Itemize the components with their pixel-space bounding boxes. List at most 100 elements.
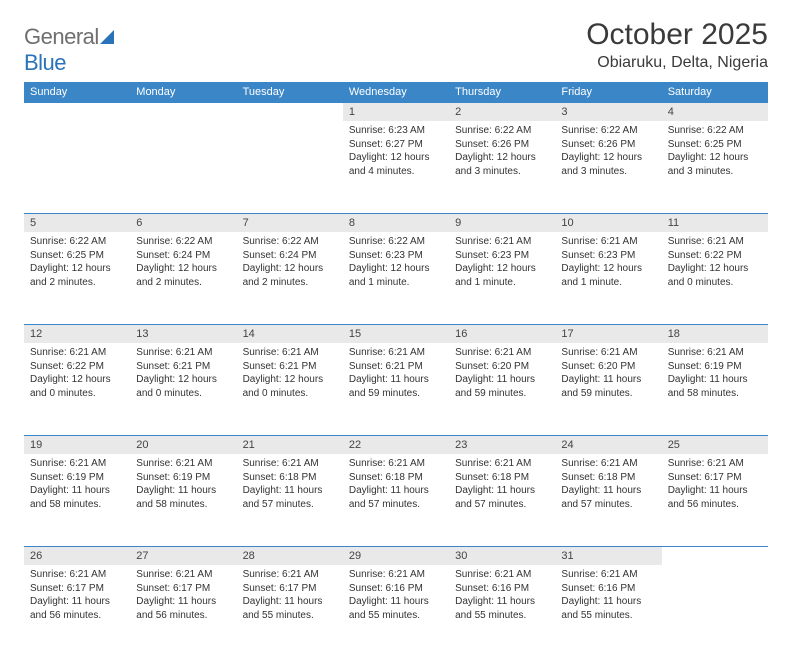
day-details: Sunrise: 6:21 AMSunset: 6:23 PMDaylight:… — [555, 232, 661, 295]
calendar-cell: Sunrise: 6:21 AMSunset: 6:17 PMDaylight:… — [24, 565, 130, 657]
calendar-cell: Sunrise: 6:21 AMSunset: 6:18 PMDaylight:… — [237, 454, 343, 546]
day-details: Sunrise: 6:22 AMSunset: 6:23 PMDaylight:… — [343, 232, 449, 295]
day-number: 23 — [449, 435, 555, 454]
calendar-cell: Sunrise: 6:21 AMSunset: 6:20 PMDaylight:… — [449, 343, 555, 435]
weekday-header: Thursday — [449, 82, 555, 102]
day-number: 20 — [130, 435, 236, 454]
brand-logo: General Blue — [24, 18, 114, 76]
calendar-cell: Sunrise: 6:21 AMSunset: 6:23 PMDaylight:… — [555, 232, 661, 324]
calendar-cell: Sunrise: 6:22 AMSunset: 6:23 PMDaylight:… — [343, 232, 449, 324]
day-number: 19 — [24, 435, 130, 454]
day-number: 15 — [343, 324, 449, 343]
calendar-cell: Sunrise: 6:21 AMSunset: 6:17 PMDaylight:… — [662, 454, 768, 546]
calendar-cell: Sunrise: 6:21 AMSunset: 6:18 PMDaylight:… — [555, 454, 661, 546]
calendar-cell: Sunrise: 6:21 AMSunset: 6:22 PMDaylight:… — [662, 232, 768, 324]
day-details: Sunrise: 6:22 AMSunset: 6:26 PMDaylight:… — [449, 121, 555, 184]
day-number: 8 — [343, 213, 449, 232]
calendar-cell: Sunrise: 6:22 AMSunset: 6:25 PMDaylight:… — [24, 232, 130, 324]
calendar-page: General Blue October 2025 Obiaruku, Delt… — [0, 0, 792, 667]
day-details: Sunrise: 6:22 AMSunset: 6:24 PMDaylight:… — [237, 232, 343, 295]
calendar-cell: Sunrise: 6:21 AMSunset: 6:23 PMDaylight:… — [449, 232, 555, 324]
day-details: Sunrise: 6:21 AMSunset: 6:16 PMDaylight:… — [343, 565, 449, 628]
calendar-cell: Sunrise: 6:22 AMSunset: 6:24 PMDaylight:… — [130, 232, 236, 324]
day-details: Sunrise: 6:21 AMSunset: 6:16 PMDaylight:… — [555, 565, 661, 628]
day-details: Sunrise: 6:21 AMSunset: 6:21 PMDaylight:… — [237, 343, 343, 406]
day-number: 13 — [130, 324, 236, 343]
day-number: 27 — [130, 546, 236, 565]
calendar-cell: Sunrise: 6:21 AMSunset: 6:16 PMDaylight:… — [343, 565, 449, 657]
day-details: Sunrise: 6:21 AMSunset: 6:17 PMDaylight:… — [130, 565, 236, 628]
month-title: October 2025 — [586, 18, 768, 52]
brand-triangle-icon — [100, 30, 114, 44]
day-details: Sunrise: 6:21 AMSunset: 6:22 PMDaylight:… — [24, 343, 130, 406]
calendar-cell: Sunrise: 6:21 AMSunset: 6:17 PMDaylight:… — [130, 565, 236, 657]
day-details: Sunrise: 6:21 AMSunset: 6:20 PMDaylight:… — [555, 343, 661, 406]
calendar-cell: Sunrise: 6:21 AMSunset: 6:19 PMDaylight:… — [130, 454, 236, 546]
calendar-cell: Sunrise: 6:21 AMSunset: 6:19 PMDaylight:… — [24, 454, 130, 546]
day-details: Sunrise: 6:21 AMSunset: 6:16 PMDaylight:… — [449, 565, 555, 628]
calendar-cell: Sunrise: 6:21 AMSunset: 6:17 PMDaylight:… — [237, 565, 343, 657]
day-number: 2 — [449, 102, 555, 121]
day-details: Sunrise: 6:21 AMSunset: 6:19 PMDaylight:… — [130, 454, 236, 517]
empty-day — [24, 102, 130, 109]
empty-day — [662, 546, 768, 553]
day-details: Sunrise: 6:22 AMSunset: 6:25 PMDaylight:… — [662, 121, 768, 184]
weekday-header: Wednesday — [343, 82, 449, 102]
calendar-table: SundayMondayTuesdayWednesdayThursdayFrid… — [24, 82, 768, 657]
calendar-cell: Sunrise: 6:22 AMSunset: 6:24 PMDaylight:… — [237, 232, 343, 324]
calendar-cell: Sunrise: 6:21 AMSunset: 6:18 PMDaylight:… — [449, 454, 555, 546]
calendar-cell: Sunrise: 6:22 AMSunset: 6:26 PMDaylight:… — [555, 121, 661, 213]
day-details: Sunrise: 6:21 AMSunset: 6:17 PMDaylight:… — [237, 565, 343, 628]
calendar-cell: Sunrise: 6:21 AMSunset: 6:20 PMDaylight:… — [555, 343, 661, 435]
calendar-cell: Sunrise: 6:22 AMSunset: 6:26 PMDaylight:… — [449, 121, 555, 213]
calendar-cell: Sunrise: 6:21 AMSunset: 6:21 PMDaylight:… — [343, 343, 449, 435]
calendar-cell: Sunrise: 6:22 AMSunset: 6:25 PMDaylight:… — [662, 121, 768, 213]
day-number: 9 — [449, 213, 555, 232]
day-number: 21 — [237, 435, 343, 454]
day-number: 29 — [343, 546, 449, 565]
calendar-cell: Sunrise: 6:23 AMSunset: 6:27 PMDaylight:… — [343, 121, 449, 213]
day-number: 11 — [662, 213, 768, 232]
day-number: 22 — [343, 435, 449, 454]
calendar-cell: Sunrise: 6:21 AMSunset: 6:21 PMDaylight:… — [237, 343, 343, 435]
day-details: Sunrise: 6:21 AMSunset: 6:19 PMDaylight:… — [662, 343, 768, 406]
weekday-header: Friday — [555, 82, 661, 102]
day-details: Sunrise: 6:21 AMSunset: 6:17 PMDaylight:… — [24, 565, 130, 628]
day-details: Sunrise: 6:21 AMSunset: 6:18 PMDaylight:… — [555, 454, 661, 517]
day-details: Sunrise: 6:21 AMSunset: 6:22 PMDaylight:… — [662, 232, 768, 295]
day-number: 16 — [449, 324, 555, 343]
title-block: October 2025 Obiaruku, Delta, Nigeria — [586, 18, 768, 72]
calendar-cell: Sunrise: 6:21 AMSunset: 6:19 PMDaylight:… — [662, 343, 768, 435]
day-details: Sunrise: 6:21 AMSunset: 6:21 PMDaylight:… — [343, 343, 449, 406]
weekday-header: Sunday — [24, 82, 130, 102]
day-details: Sunrise: 6:22 AMSunset: 6:25 PMDaylight:… — [24, 232, 130, 295]
calendar-cell: Sunrise: 6:21 AMSunset: 6:22 PMDaylight:… — [24, 343, 130, 435]
day-number: 24 — [555, 435, 661, 454]
empty-day — [237, 102, 343, 109]
calendar-cell — [130, 121, 236, 213]
calendar-cell — [24, 121, 130, 213]
day-details: Sunrise: 6:21 AMSunset: 6:17 PMDaylight:… — [662, 454, 768, 517]
day-details: Sunrise: 6:21 AMSunset: 6:20 PMDaylight:… — [449, 343, 555, 406]
calendar-cell: Sunrise: 6:21 AMSunset: 6:16 PMDaylight:… — [555, 565, 661, 657]
day-number: 28 — [237, 546, 343, 565]
day-number: 6 — [130, 213, 236, 232]
calendar-cell — [237, 121, 343, 213]
calendar-cell: Sunrise: 6:21 AMSunset: 6:16 PMDaylight:… — [449, 565, 555, 657]
day-details: Sunrise: 6:23 AMSunset: 6:27 PMDaylight:… — [343, 121, 449, 184]
day-number: 30 — [449, 546, 555, 565]
calendar-header-row: SundayMondayTuesdayWednesdayThursdayFrid… — [24, 82, 768, 102]
day-number: 3 — [555, 102, 661, 121]
day-details: Sunrise: 6:22 AMSunset: 6:24 PMDaylight:… — [130, 232, 236, 295]
empty-day — [130, 102, 236, 109]
weekday-header: Tuesday — [237, 82, 343, 102]
page-header: General Blue October 2025 Obiaruku, Delt… — [24, 18, 768, 76]
brand-part1: General — [24, 24, 99, 49]
day-number: 12 — [24, 324, 130, 343]
day-details: Sunrise: 6:21 AMSunset: 6:23 PMDaylight:… — [449, 232, 555, 295]
calendar-cell: Sunrise: 6:21 AMSunset: 6:21 PMDaylight:… — [130, 343, 236, 435]
day-details: Sunrise: 6:21 AMSunset: 6:18 PMDaylight:… — [449, 454, 555, 517]
day-details: Sunrise: 6:21 AMSunset: 6:19 PMDaylight:… — [24, 454, 130, 517]
brand-text: General Blue — [24, 24, 114, 76]
day-details: Sunrise: 6:21 AMSunset: 6:18 PMDaylight:… — [343, 454, 449, 517]
